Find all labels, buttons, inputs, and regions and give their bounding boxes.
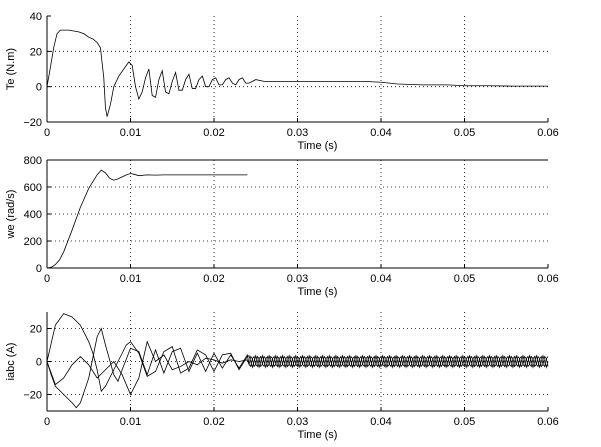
x-tick-label: 0.01 <box>120 273 141 285</box>
y-axis-label: Te (N.m) <box>5 48 17 90</box>
x-tick-label: 0.05 <box>454 273 475 285</box>
x-tick-label: 0 <box>44 273 50 285</box>
y-tick-label: 0 <box>36 357 42 369</box>
y-axis-label: iabc (A) <box>5 343 17 381</box>
x-tick-label: 0.02 <box>203 127 224 139</box>
x-axis-label: Time (s) <box>298 429 338 441</box>
y-tick-label: 40 <box>30 11 42 23</box>
x-tick-label: 0.01 <box>120 416 141 428</box>
x-tick-label: 0.02 <box>203 416 224 428</box>
y-tick-label: 20 <box>30 324 42 336</box>
series-line-ic <box>46 340 549 396</box>
y-tick-label: 0 <box>36 263 42 275</box>
x-tick-label: 0.03 <box>287 416 308 428</box>
y-tick-label: 0 <box>36 82 42 94</box>
x-tick-label: 0.04 <box>370 127 391 139</box>
subplot-2: 0 0.01 0.02 0.03 0.04 0.05 0.06 0 200 400 600 800 Ti… <box>5 155 559 298</box>
series-line-ib <box>46 327 549 409</box>
x-tick-label: 0.01 <box>120 127 141 139</box>
x-tick-label: 0.02 <box>203 273 224 285</box>
y-axis-label: we (rad/s) <box>5 190 17 240</box>
series-line-trace-1 <box>46 29 548 117</box>
x-tick-label: 0.04 <box>370 273 391 285</box>
x-tick-label: 0.03 <box>287 127 308 139</box>
x-axis-label: Time (s) <box>298 140 338 152</box>
x-tick-label: 0.06 <box>537 127 558 139</box>
y-tick-label: 800 <box>24 155 42 167</box>
subplot-3: 0 0.01 0.02 0.03 0.04 0.05 0.06 −20 0 20 Time (s) i… <box>5 312 559 441</box>
series-line-trace-1 <box>46 169 248 269</box>
x-tick-label: 0.04 <box>370 416 391 428</box>
y-tick-label: 200 <box>24 236 42 248</box>
y-tick-label: 600 <box>24 182 42 194</box>
x-tick-label: 0.06 <box>537 416 558 428</box>
x-tick-label: 0 <box>44 416 50 428</box>
y-tick-label: −20 <box>23 390 42 402</box>
x-tick-label: 0.05 <box>454 127 475 139</box>
x-tick-label: 0.03 <box>287 273 308 285</box>
x-tick-label: 0.06 <box>537 273 558 285</box>
x-axis-label: Time (s) <box>298 286 338 298</box>
y-tick-label: 20 <box>30 46 42 58</box>
x-tick-label: 0 <box>44 127 50 139</box>
x-tick-label: 0.05 <box>454 416 475 428</box>
y-tick-label: 400 <box>24 209 42 221</box>
y-tick-label: −20 <box>23 117 42 129</box>
